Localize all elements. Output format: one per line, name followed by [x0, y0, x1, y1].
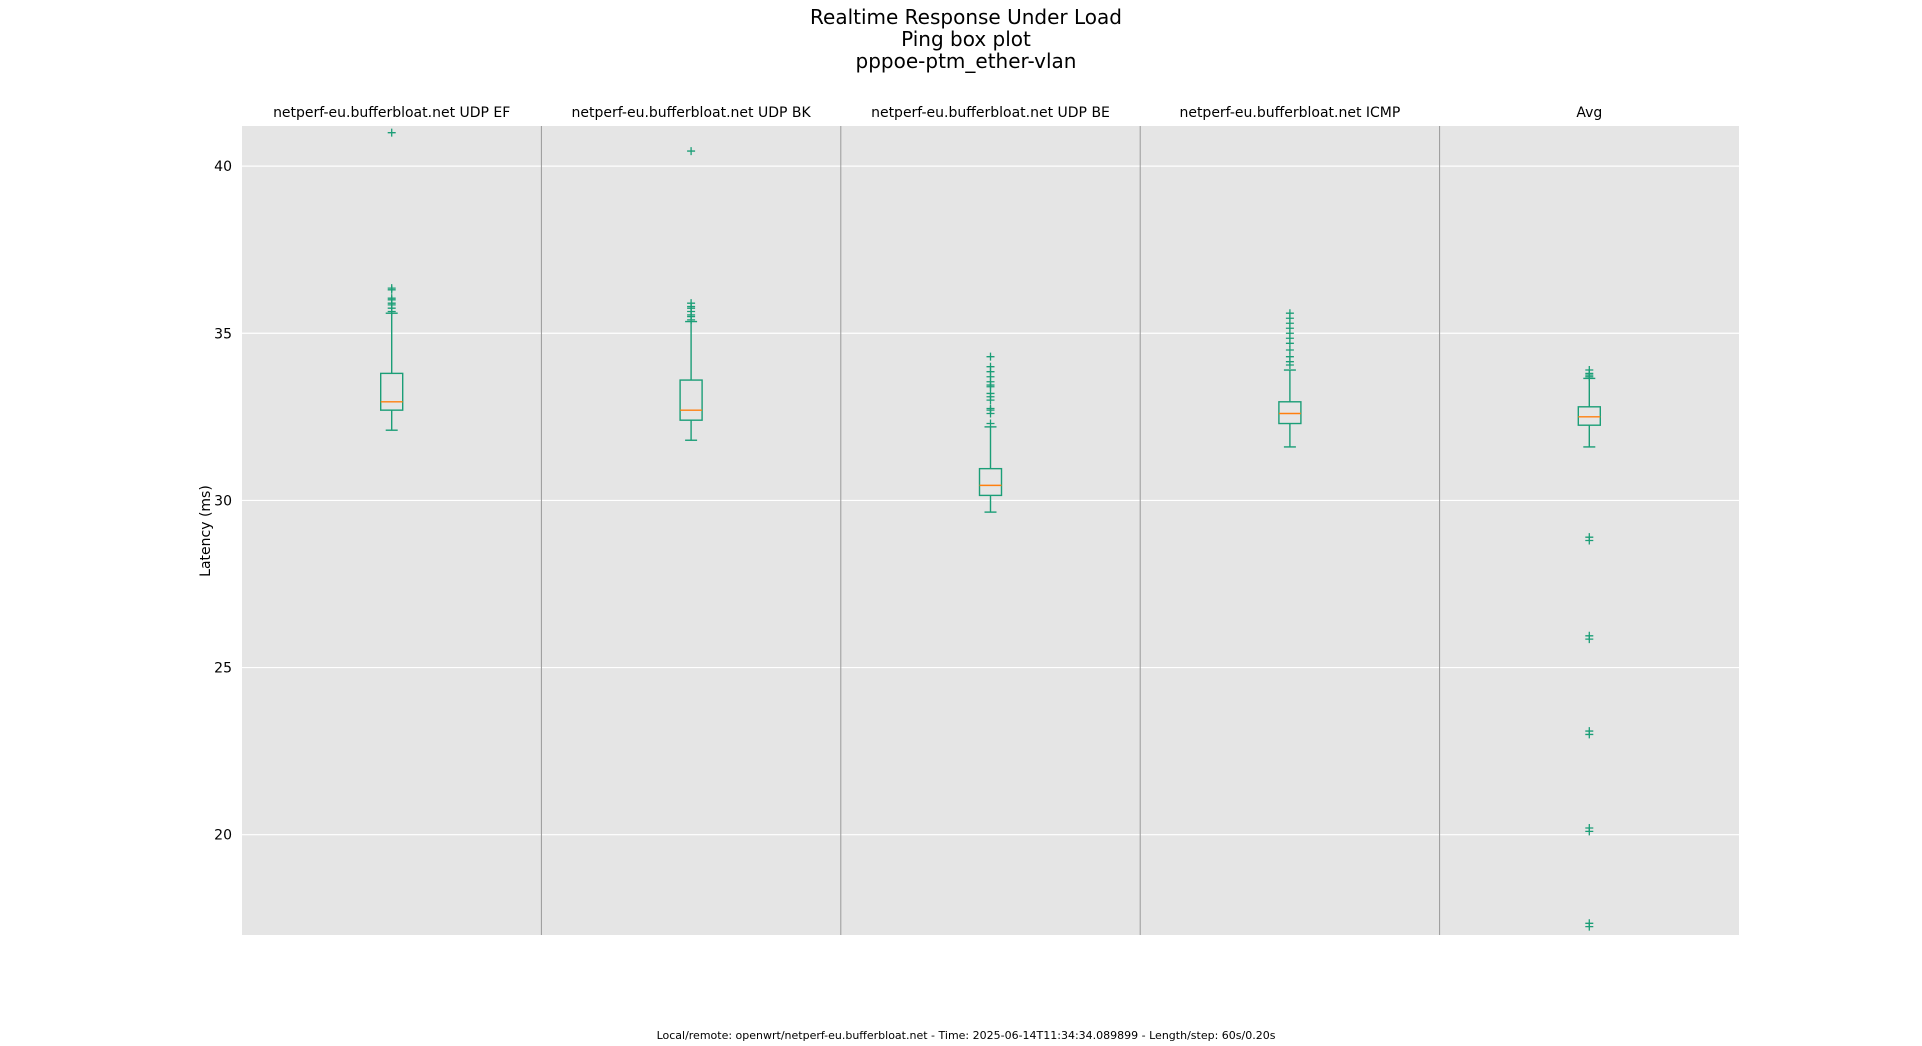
outlier-point-12	[986, 362, 995, 371]
box	[380, 372, 404, 411]
title-line-3: pppoe-ptm_ether-vlan	[856, 49, 1077, 73]
facet-label-2: netperf-eu.bufferbloat.net UDP BE	[871, 105, 1110, 121]
outlier-point-13	[1585, 919, 1594, 928]
title-line-2: Ping box plot	[901, 27, 1031, 51]
box	[978, 467, 1003, 497]
y-tick-label-30: 30	[214, 493, 232, 509]
boxplot-2	[978, 352, 1003, 513]
boxplot-3	[1278, 309, 1302, 448]
boxplot-1	[679, 147, 703, 441]
outlier-point-7	[387, 284, 396, 293]
facet-label-0: netperf-eu.bufferbloat.net UDP EF	[273, 105, 510, 121]
plot-area	[242, 126, 1739, 935]
y-tick-label-40: 40	[214, 159, 232, 175]
box	[1577, 406, 1602, 426]
boxplot-4	[1577, 366, 1602, 931]
facet-dividers	[540, 126, 1441, 935]
outlier-point-3	[1285, 345, 1294, 354]
outlier-point-5	[387, 294, 396, 303]
outlier-point-3	[986, 404, 995, 413]
outlier-point-7	[687, 147, 696, 156]
outlier-point-11	[1585, 824, 1594, 833]
outlier-point-9	[1585, 727, 1594, 736]
facet-labels: netperf-eu.bufferbloat.net UDP EF netperf…	[273, 105, 1602, 121]
box	[679, 379, 703, 421]
outlier-point-2	[1285, 352, 1294, 361]
footer-info: Local/remote: openwrt/netperf-eu.bufferb…	[657, 1029, 1276, 1042]
outlier-point-8	[387, 128, 396, 137]
title-line-1: Realtime Response Under Load	[810, 5, 1122, 29]
outlier-point-7	[1585, 631, 1594, 640]
box	[1278, 401, 1302, 425]
outlier-point-5	[1585, 533, 1594, 542]
facet-label-4: Avg	[1576, 105, 1602, 121]
outlier-point-6	[986, 389, 995, 398]
outlier-point-0	[986, 419, 995, 428]
chart-title: Realtime Response Under Load Ping box pl…	[810, 5, 1122, 73]
outlier-point-10	[1285, 309, 1294, 318]
facet-label-1: netperf-eu.bufferbloat.net UDP BK	[572, 105, 812, 121]
y-tick-label-25: 25	[214, 661, 232, 677]
y-tick-label-20: 20	[214, 828, 232, 844]
y-tick-label-35: 35	[214, 326, 232, 342]
boxplot-0	[380, 128, 404, 431]
facet-label-3: netperf-eu.bufferbloat.net ICMP	[1179, 105, 1400, 121]
boxplots	[380, 128, 1602, 931]
y-axis: 20 25 30 35 40	[214, 159, 232, 844]
outlier-point-13	[986, 352, 995, 361]
outlier-point-6	[687, 299, 696, 308]
y-axis-label: Latency (ms)	[198, 485, 214, 577]
outlier-point-3	[1585, 366, 1594, 375]
